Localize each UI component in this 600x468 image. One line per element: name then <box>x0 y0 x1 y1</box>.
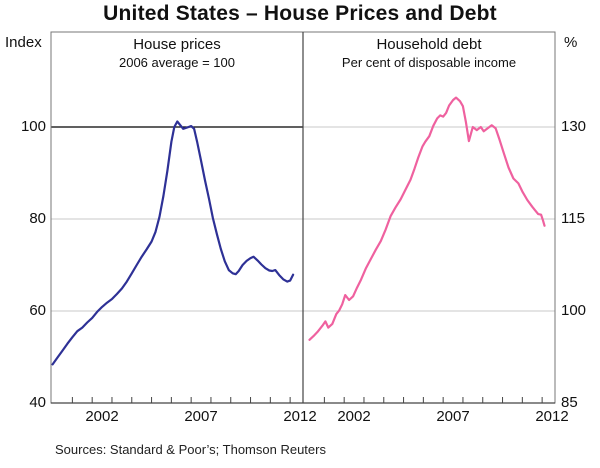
left-axis-tick-label: 100 <box>20 118 46 135</box>
right-axis-tick-label: 100 <box>561 302 587 319</box>
x-axis-tick-label: 2002 <box>85 408 119 425</box>
left-panel-title: House prices <box>133 36 221 53</box>
x-axis-tick-label: 2012 <box>535 408 569 425</box>
x-axis-tick-label: 2012 <box>283 408 317 425</box>
left-axis-tick-label: 60 <box>29 302 46 319</box>
household-debt-line <box>308 96 546 341</box>
right-axis-tick-label: 85 <box>561 394 578 411</box>
right-axis-unit-label: % <box>564 34 578 51</box>
left-panel-subtitle: 2006 average = 100 <box>118 55 236 70</box>
sources-note: Sources: Standard & Poor’s; Thomson Reut… <box>55 442 326 457</box>
x-axis-tick-label: 2007 <box>184 408 218 425</box>
right-panel-subtitle: Per cent of disposable income <box>341 55 517 70</box>
x-axis-tick-label: 2007 <box>436 408 470 425</box>
page-title: United States – House Prices and Debt <box>103 2 497 25</box>
house-prices-line <box>51 120 295 366</box>
right-panel-title: Household debt <box>376 36 482 53</box>
left-axis-unit-label: Index <box>5 34 42 51</box>
right-axis-tick-label: 130 <box>561 118 587 135</box>
x-axis-tick-label: 2002 <box>337 408 371 425</box>
left-axis-tick-label: 80 <box>29 210 46 227</box>
right-axis-tick-label: 115 <box>561 210 585 227</box>
left-axis-tick-label: 40 <box>29 394 46 411</box>
